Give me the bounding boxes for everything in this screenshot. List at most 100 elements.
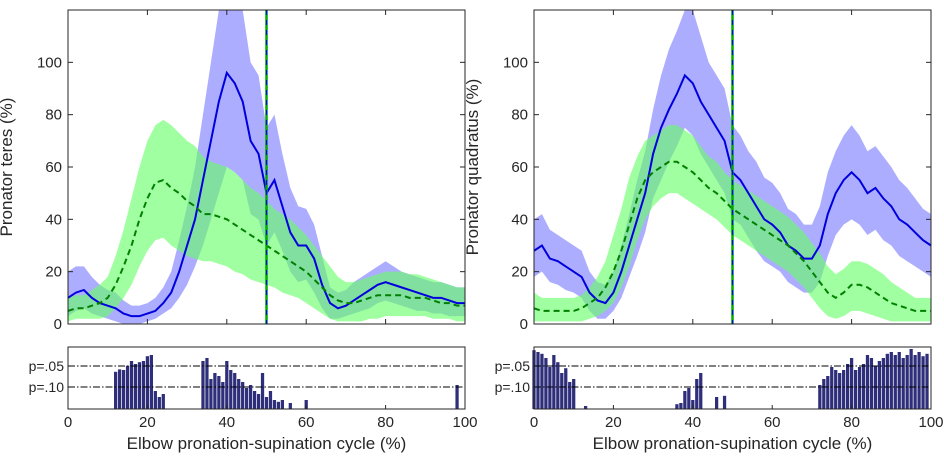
- significance-bar: [209, 379, 213, 409]
- significance-bar: [548, 367, 552, 409]
- significance-bar: [145, 356, 150, 409]
- x-tick-label: 0: [64, 414, 72, 431]
- significance-bar: [822, 379, 826, 409]
- significance-bar: [264, 397, 269, 409]
- significance-bar: [552, 355, 556, 409]
- x-tick-label: 20: [139, 414, 156, 431]
- significance-bar: [280, 400, 285, 409]
- significance-bar: [229, 370, 233, 409]
- significance-bar: [826, 376, 830, 409]
- y-tick-label: 60: [45, 159, 62, 176]
- y-tick-label: 100: [37, 54, 62, 71]
- significance-bar: [245, 388, 249, 409]
- significance-bar: [699, 373, 703, 409]
- significance-bar: [540, 353, 544, 409]
- significance-bar: [679, 403, 683, 409]
- significance-bar: [161, 394, 165, 409]
- significance-bar: [865, 355, 870, 409]
- threshold-label: p=.05: [495, 358, 531, 374]
- significance-bar: [237, 379, 241, 409]
- significance-bar: [691, 400, 695, 409]
- significance-bar: [141, 361, 146, 409]
- threshold-label: p=.10: [495, 379, 531, 395]
- x-tick-label: 40: [684, 414, 701, 431]
- significance-bar: [869, 358, 874, 409]
- significance-bar: [818, 385, 822, 409]
- y-tick-label: 40: [511, 211, 528, 228]
- significance-bar: [201, 361, 205, 409]
- significance-bar: [913, 355, 917, 409]
- significance-frame: [67, 346, 466, 410]
- x-tick-label: 80: [377, 414, 394, 431]
- significance-bar: [114, 371, 118, 409]
- significance-bar: [925, 353, 929, 409]
- y-tick-label: 0: [54, 316, 62, 333]
- x-tick-label: 40: [218, 414, 235, 431]
- significance-bar: [722, 395, 727, 409]
- significance-bar: [564, 368, 568, 409]
- y-tick-label: 20: [511, 264, 528, 281]
- significance-bar: [853, 370, 858, 409]
- significance-bar: [687, 388, 691, 409]
- significance-bar: [714, 397, 719, 409]
- significance-bar: [905, 355, 909, 409]
- significance-bar: [252, 391, 257, 409]
- x-tick-label: 20: [605, 414, 622, 431]
- significance-bar: [205, 358, 209, 409]
- y-tick-label: 60: [511, 159, 528, 176]
- significance-bar: [893, 355, 897, 409]
- plot-area: [534, 10, 931, 324]
- significance-bar: [149, 355, 153, 409]
- significance-bar: [830, 367, 834, 409]
- y-tick-label: 0: [520, 316, 528, 333]
- x-tick-label: 0: [530, 414, 538, 431]
- significance-bar: [272, 400, 277, 409]
- significance-bar: [572, 379, 576, 409]
- significance-bar: [256, 394, 261, 409]
- significance-bar: [213, 373, 217, 409]
- significance-bar: [901, 358, 905, 409]
- significance-bar: [849, 358, 854, 409]
- significance-bar: [276, 401, 281, 409]
- significance-bar: [233, 373, 237, 409]
- significance-bar: [909, 349, 913, 409]
- x-tick-label: 60: [764, 414, 781, 431]
- significance-bar: [157, 397, 161, 409]
- significance-bar: [225, 361, 229, 409]
- significance-bar: [241, 382, 245, 409]
- significance-bar: [544, 358, 548, 409]
- significance-bar: [260, 373, 265, 409]
- significance-bar: [834, 370, 838, 409]
- y-tick-label: 80: [511, 107, 528, 124]
- significance-bar: [288, 403, 292, 409]
- y-tick-label: 80: [45, 107, 62, 124]
- y-axis-label: Pronator teres (%): [0, 98, 16, 237]
- y-tick-label: 40: [45, 211, 62, 228]
- y-tick-label: 100: [503, 54, 528, 71]
- x-tick-label: 100: [452, 414, 477, 431]
- y-tick-label: 20: [45, 264, 62, 281]
- significance-bar: [268, 391, 273, 409]
- significance-bar: [556, 362, 560, 409]
- significance-bar: [921, 356, 925, 409]
- significance-bar: [560, 373, 564, 409]
- y-axis-label: Pronator quadratus (%): [463, 79, 482, 256]
- left-panel: 0 20 40 60 80 100 Pronator teres (%) p=.05 p=.10…: [0, 9, 478, 453]
- significance-bar: [583, 406, 588, 409]
- significance-frame: [533, 346, 932, 410]
- x-tick-label: 80: [843, 414, 860, 431]
- x-tick-label: 60: [298, 414, 315, 431]
- significance-bar: [683, 391, 687, 409]
- significance-bar: [885, 353, 889, 409]
- significance-bar: [917, 352, 921, 409]
- significance-bar: [897, 352, 901, 409]
- plot-area: [68, 10, 465, 324]
- significance-bar: [877, 361, 882, 409]
- x-axis-label: Elbow pronation-supination cycle (%): [593, 434, 873, 453]
- significance-bar: [129, 361, 134, 409]
- mean-line-series-2: [534, 160, 931, 312]
- significance-bar: [695, 379, 699, 409]
- significance-bar: [217, 376, 221, 409]
- significance-bar: [304, 400, 308, 409]
